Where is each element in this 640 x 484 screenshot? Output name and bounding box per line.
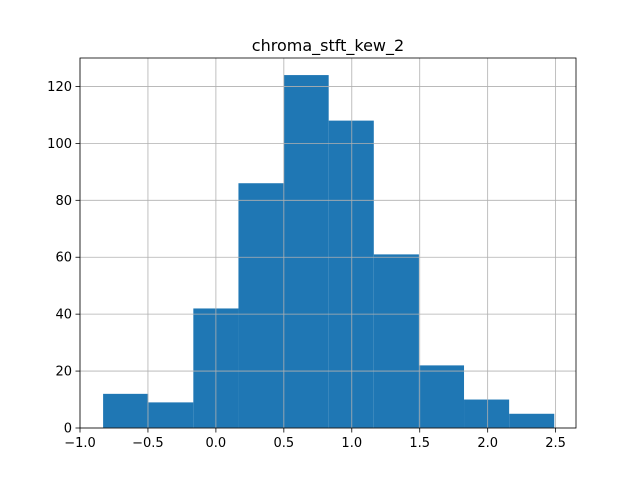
- histogram-bar: [373, 254, 419, 428]
- histogram-bar: [418, 365, 465, 428]
- histogram-bar: [238, 183, 284, 428]
- x-tick-label: 0.0: [206, 436, 227, 451]
- x-tick-label: 2.0: [477, 436, 498, 451]
- y-tick-label: 40: [55, 308, 72, 323]
- histogram-bar: [103, 393, 149, 428]
- y-tick-label: 100: [47, 137, 72, 152]
- y-tick-label: 20: [55, 365, 72, 380]
- y-tick-label: 120: [47, 80, 72, 95]
- x-tick-label: −1.0: [64, 436, 96, 451]
- chart-title: chroma_stft_kew_2: [252, 36, 404, 56]
- bars-layer: [103, 75, 555, 429]
- axes-layer: [79, 57, 577, 429]
- plot-frame: [79, 57, 577, 429]
- histogram-bar: [328, 120, 374, 428]
- x-tick-label: −0.5: [132, 436, 164, 451]
- histogram-bar: [148, 402, 194, 428]
- y-tick-label: 80: [55, 194, 72, 209]
- x-tick-label: 1.5: [409, 436, 430, 451]
- y-tick-label: 0: [64, 422, 72, 437]
- y-tick-label: 60: [55, 251, 72, 266]
- histogram-bar: [283, 75, 329, 429]
- x-tick-label: 2.5: [545, 436, 566, 451]
- x-tick-label: 1.0: [341, 436, 362, 451]
- x-tick-label: 0.5: [273, 436, 294, 451]
- histogram-bar: [464, 399, 510, 428]
- ticks-layer: −1.0 −0.5 0.0 0.5 1.0 1.5 2.0 2.5 0 20 40 60 80 100 12…: [47, 80, 566, 451]
- histogram-bar: [509, 413, 555, 428]
